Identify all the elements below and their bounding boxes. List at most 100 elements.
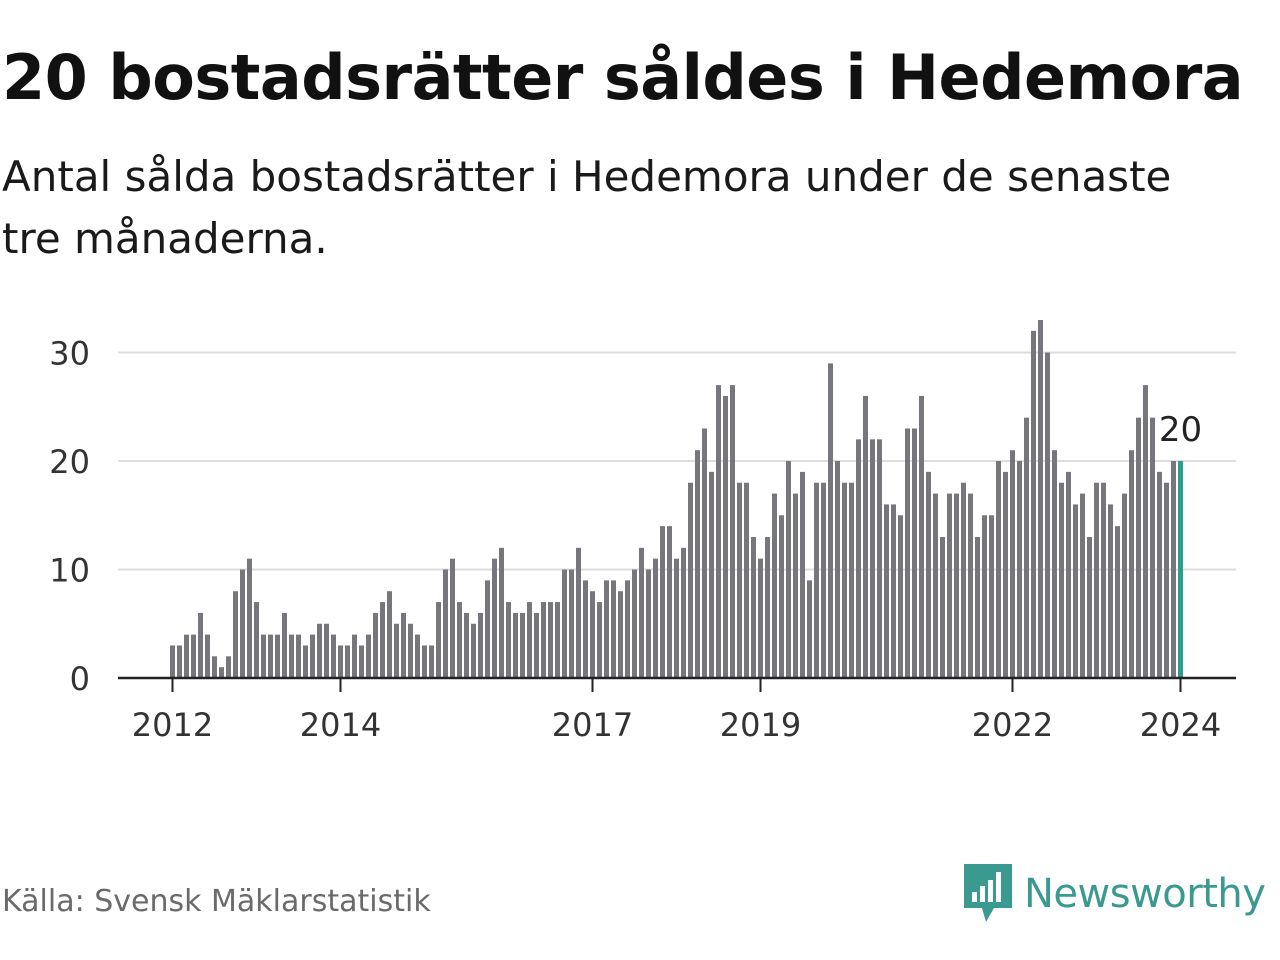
bar	[891, 504, 896, 678]
bar	[744, 482, 749, 678]
highlight-data-label: 20	[1159, 410, 1202, 450]
y-tick-label: 30	[49, 335, 90, 373]
bar	[870, 439, 875, 678]
bar	[478, 612, 483, 678]
bar	[394, 623, 399, 678]
bar	[1171, 461, 1176, 678]
chart-subtitle: Antal sålda bostadsrätter i Hedemora und…	[2, 152, 1172, 263]
bar	[191, 634, 196, 678]
bar	[275, 634, 280, 678]
source-note: Källa: Svensk Mäklarstatistik	[2, 884, 431, 919]
bar	[590, 591, 595, 678]
bar	[485, 580, 490, 678]
bar	[695, 450, 700, 678]
bar	[1115, 526, 1120, 678]
x-tick-label: 2024	[1140, 706, 1221, 744]
bar	[667, 526, 672, 678]
bar	[338, 645, 343, 678]
bar	[709, 471, 714, 678]
bar	[499, 547, 504, 678]
bar	[611, 580, 616, 678]
bar	[751, 536, 756, 678]
bar	[548, 602, 553, 678]
bar	[471, 623, 476, 678]
bar	[793, 493, 798, 678]
bar	[625, 580, 630, 678]
bar	[317, 623, 322, 678]
bar	[856, 439, 861, 678]
bar	[961, 482, 966, 678]
bar	[415, 634, 420, 678]
bar	[765, 536, 770, 678]
bar	[170, 645, 175, 678]
bar	[1038, 320, 1043, 678]
bar	[268, 634, 273, 678]
bar	[688, 482, 693, 678]
x-tick-label: 2019	[720, 706, 801, 744]
bar-chart: 0 10 20 30 2012 2014 2017 2019 2022 2024 20	[49, 320, 1236, 744]
bar	[786, 461, 791, 678]
bar	[681, 547, 686, 678]
bar	[919, 395, 924, 678]
bar	[926, 471, 931, 678]
bar	[1122, 493, 1127, 678]
bar	[226, 656, 231, 678]
bar	[569, 569, 574, 678]
bar	[842, 482, 847, 678]
bar	[877, 439, 882, 678]
bar	[198, 612, 203, 678]
newsworthy-logo: Newsworthy	[962, 862, 1266, 926]
bar	[254, 602, 259, 678]
bar	[730, 385, 735, 678]
bar	[1031, 330, 1036, 678]
bar	[576, 547, 581, 678]
bar	[674, 558, 679, 678]
bar	[436, 602, 441, 678]
bar	[520, 612, 525, 678]
bar	[884, 504, 889, 678]
bar	[541, 602, 546, 678]
bar	[303, 645, 308, 678]
bar	[457, 602, 462, 678]
bar	[912, 428, 917, 678]
newsworthy-logo-text: Newsworthy	[1024, 871, 1266, 917]
bar	[933, 493, 938, 678]
bar	[821, 482, 826, 678]
bar	[807, 580, 812, 678]
bar	[898, 515, 903, 678]
bar	[429, 645, 434, 678]
bar	[814, 482, 819, 678]
bar	[800, 471, 805, 678]
bar	[737, 482, 742, 678]
bar	[646, 569, 651, 678]
bar	[1080, 493, 1085, 678]
bar	[464, 612, 469, 678]
bar	[940, 536, 945, 678]
bar	[1024, 417, 1029, 678]
bar	[702, 428, 707, 678]
bar	[387, 591, 392, 678]
bar	[513, 612, 518, 678]
y-tick-label: 20	[49, 443, 90, 481]
bar	[975, 536, 980, 678]
bar	[716, 385, 721, 678]
bar	[422, 645, 427, 678]
bar	[177, 645, 182, 678]
bar	[618, 591, 623, 678]
x-tick-label: 2012	[132, 706, 213, 744]
bar	[1136, 417, 1141, 678]
bar	[1143, 385, 1148, 678]
bar	[261, 634, 266, 678]
bar	[1101, 482, 1106, 678]
bar	[240, 569, 245, 678]
bar	[352, 634, 357, 678]
bar	[331, 634, 336, 678]
bar	[366, 634, 371, 678]
bar	[408, 623, 413, 678]
bar	[660, 526, 665, 678]
bar	[1052, 450, 1057, 678]
bar	[310, 634, 315, 678]
y-tick-label: 10	[49, 552, 90, 590]
bar	[639, 547, 644, 678]
bar	[233, 591, 238, 678]
